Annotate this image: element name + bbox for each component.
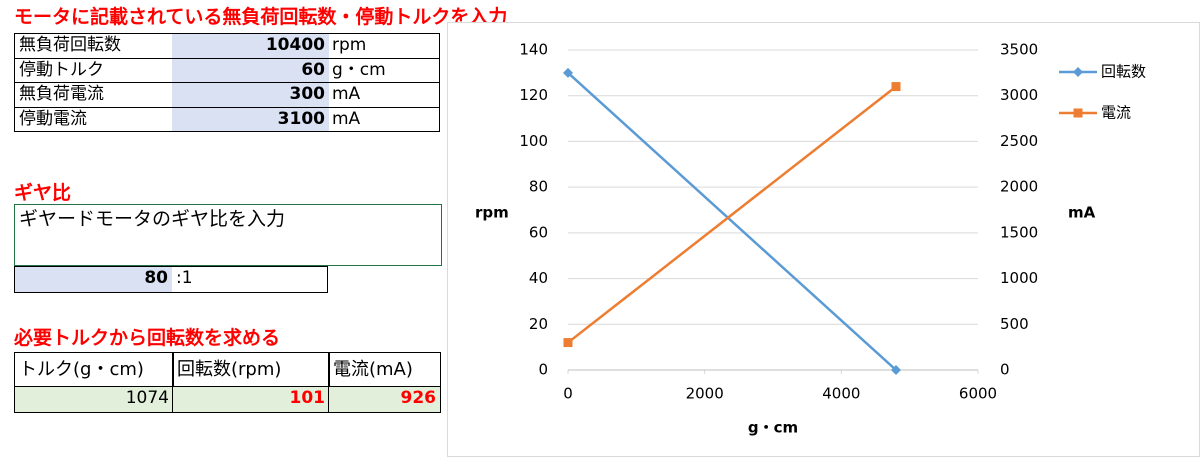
calc-header: 回転数(rpm) xyxy=(172,352,330,387)
point xyxy=(563,67,573,78)
legend-label: 電流 xyxy=(1101,104,1131,122)
y2-axis-label: mA xyxy=(1068,204,1096,222)
chart: 0 20 40 60 80 100 120 140 0 500 1000 1500 2000 2500 30… xyxy=(447,22,1200,457)
y2-tick-label: 3500 xyxy=(1000,41,1038,59)
x-tick-label: 2000 xyxy=(686,385,724,403)
y-tick-label: 140 xyxy=(519,41,548,59)
y-tick-label: 40 xyxy=(529,269,548,287)
calc-value: 101 xyxy=(172,386,330,413)
calc-value: 1074 xyxy=(14,386,174,413)
gear-ratio-suffix: :1 xyxy=(172,266,328,293)
calc-value: 926 xyxy=(328,386,441,413)
y-axis-label: rpm xyxy=(475,204,509,222)
y-tick-label: 20 xyxy=(529,315,548,333)
spec-unit: rpm xyxy=(328,33,440,59)
x-tick-label: 4000 xyxy=(822,385,860,403)
series-line xyxy=(567,85,897,344)
spec-label: 停動電流 xyxy=(14,106,173,132)
x-tick-label: 6000 xyxy=(959,385,997,403)
spec-unit: g・cm xyxy=(328,57,440,83)
section-title: ギヤ比 xyxy=(14,182,72,204)
spec-label: 無負荷回転数 xyxy=(14,33,173,59)
y2-tick-label: 0 xyxy=(1000,361,1010,379)
series-line xyxy=(567,71,897,371)
spec-value[interactable]: 3100 xyxy=(172,106,329,132)
y-tick-label: 120 xyxy=(519,86,548,104)
y-tick-label: 80 xyxy=(529,178,548,196)
y2-tick-label: 3000 xyxy=(1000,86,1038,104)
spec-value[interactable]: 60 xyxy=(172,57,329,83)
spec-unit: mA xyxy=(328,82,440,108)
section-title: モータに記載されている無負荷回転数・停動トルクを入力 xyxy=(14,6,508,28)
spec-value[interactable]: 10400 xyxy=(172,33,329,59)
legend-marker xyxy=(1073,108,1083,118)
y2-tick-label: 2500 xyxy=(1000,132,1038,150)
point xyxy=(563,338,573,348)
spec-value[interactable]: 300 xyxy=(172,82,329,108)
legend-marker xyxy=(1073,67,1083,77)
calc-header: トルク(g・cm) xyxy=(14,352,174,387)
point xyxy=(891,365,901,375)
y2-tick-label: 1500 xyxy=(1000,223,1038,241)
spec-label: 停動トルク xyxy=(14,57,173,83)
y2-tick-label: 500 xyxy=(1000,315,1029,333)
spec-label: 無負荷電流 xyxy=(14,82,173,108)
y-tick-label: 100 xyxy=(519,132,548,150)
x-tick-label: 0 xyxy=(563,385,573,403)
gear-note: ギヤードモータのギヤ比を入力 xyxy=(14,204,442,266)
calc-header: 電流(mA) xyxy=(328,352,441,387)
y-tick-label: 0 xyxy=(538,361,548,379)
y2-tick-label: 2000 xyxy=(1000,178,1038,196)
spec-unit: mA xyxy=(328,106,440,132)
legend-label: 回転数 xyxy=(1101,63,1146,81)
point xyxy=(891,82,901,92)
section-title: 必要トルクから回転数を求める xyxy=(14,327,281,349)
y2-tick-label: 1000 xyxy=(1000,269,1038,287)
y-tick-label: 60 xyxy=(529,223,548,241)
x-axis-label: g・cm xyxy=(748,419,798,437)
gear-ratio[interactable]: 80 xyxy=(14,266,172,293)
